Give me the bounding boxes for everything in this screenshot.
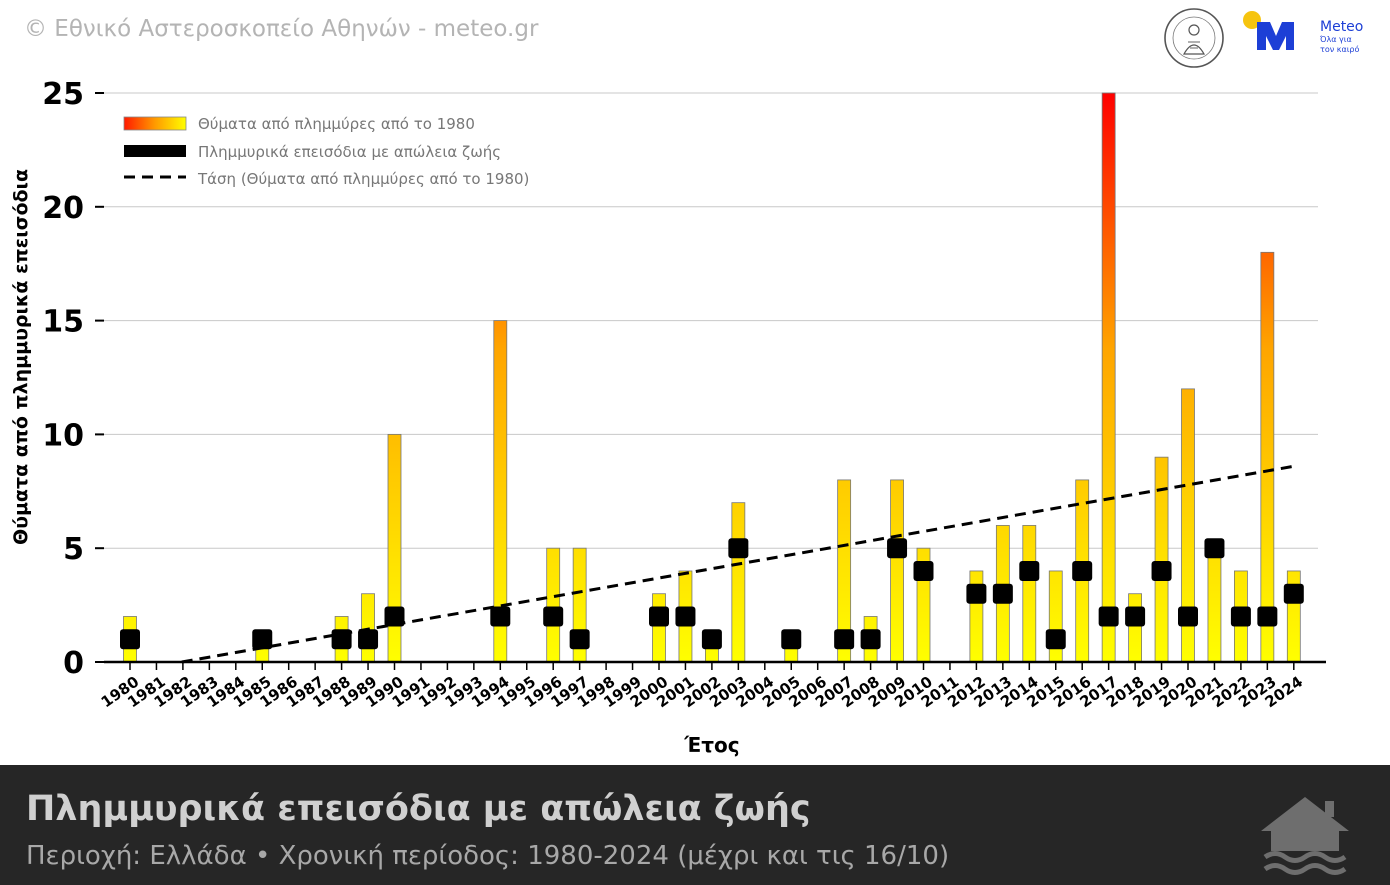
bar-1996 <box>546 547 561 663</box>
marker-2002 <box>701 629 722 650</box>
marker-2009 <box>887 538 908 559</box>
marker-2018 <box>1125 606 1146 627</box>
flooded-house-icon <box>1261 797 1349 875</box>
marker-1994 <box>490 606 511 627</box>
bar-2014 <box>1022 525 1037 663</box>
marker-2021 <box>1204 538 1225 559</box>
legend-label-episodes: Πλημμυρικά επεισόδια με απώλεια ζωής <box>198 143 501 161</box>
marker-2003 <box>728 538 749 559</box>
y-tick-label: 20 <box>42 191 84 226</box>
meteo-logo-icon <box>1243 11 1294 50</box>
marker-2005 <box>781 629 802 650</box>
marker-1997 <box>569 629 590 650</box>
marker-1988 <box>331 629 352 650</box>
marker-2014 <box>1019 560 1040 581</box>
marker-2024 <box>1283 583 1304 604</box>
footer-subtitle: Περιοχή: Ελλάδα • Χρονική περίοδος: 1980… <box>26 841 950 871</box>
marker-1985 <box>252 629 273 650</box>
bar-2021 <box>1207 547 1222 663</box>
marker-2001 <box>675 606 696 627</box>
bar-2023 <box>1260 251 1275 663</box>
y-axis-ticks: 0 5 10 15 20 25 <box>42 77 104 681</box>
bar-2017 <box>1101 92 1116 663</box>
y-tick-label: 15 <box>42 305 84 340</box>
marker-2019 <box>1151 560 1172 581</box>
legend: Θύματα από πλημμύρες από το 1980 Πλημμυρ… <box>123 115 529 188</box>
marker-2008 <box>860 629 881 650</box>
meteo-brand-tagline-1: Όλα για <box>1319 34 1352 44</box>
marker-2023 <box>1257 606 1278 627</box>
meteo-brand-tagline-2: τον καιρό <box>1320 44 1359 54</box>
marker-2017 <box>1098 606 1119 627</box>
y-axis-title: Θύματα από πλημμυρικά επεισόδια <box>10 169 32 545</box>
legend-swatch-victims <box>123 116 187 131</box>
marker-2013 <box>992 583 1013 604</box>
marker-2016 <box>1072 560 1093 581</box>
legend-label-trend: Τάση (Θύματα από πλημμύρες από το 1980) <box>197 170 529 188</box>
bar-2018 <box>1128 593 1142 663</box>
header-logos: Meteo Όλα για τον καιρό <box>1164 8 1363 68</box>
y-tick-label: 5 <box>63 532 84 567</box>
marker-2015 <box>1045 629 1066 650</box>
marker-2022 <box>1230 606 1251 627</box>
marker-2007 <box>834 629 855 650</box>
bar-2009 <box>890 479 904 663</box>
y-tick-label: 0 <box>63 646 84 681</box>
marker-2000 <box>649 606 669 627</box>
x-axis-title: Έτος <box>683 733 739 757</box>
x-axis-ticks: 1980198119821983198419851986198719881989… <box>98 662 1306 711</box>
bar-2003 <box>731 502 746 663</box>
footer-title: Πλημμυρικά επεισόδια με απώλεια ζωής <box>26 789 811 829</box>
marker-1996 <box>543 606 564 627</box>
bar-1990 <box>387 433 402 663</box>
marker-1990 <box>384 606 405 627</box>
observatory-seal-icon <box>1164 8 1224 68</box>
bar-2000 <box>652 593 666 663</box>
legend-label-victims: Θύματα από πλημμύρες από το 1980 <box>198 115 475 133</box>
marker-2012 <box>966 583 987 604</box>
y-tick-label: 25 <box>42 77 84 112</box>
marker-2010 <box>913 560 934 581</box>
meteo-brand-name: Meteo <box>1320 19 1363 35</box>
grid-lines <box>104 92 1318 549</box>
copyright-text: © Εθνικό Αστεροσκοπείο Αθηνών - meteo.gr <box>24 16 539 42</box>
y-tick-label: 10 <box>42 418 84 453</box>
marker-1980 <box>120 629 140 650</box>
marker-2020 <box>1178 606 1198 627</box>
footer-banner: Πλημμυρικά επεισόδια με απώλεια ζωής Περ… <box>0 765 1390 885</box>
episode-markers <box>120 538 1304 650</box>
marker-1989 <box>358 629 379 650</box>
flood-victims-chart: 0 5 10 15 20 25 19801981198219831984198519861… <box>10 77 1326 757</box>
legend-swatch-episodes <box>124 145 186 157</box>
